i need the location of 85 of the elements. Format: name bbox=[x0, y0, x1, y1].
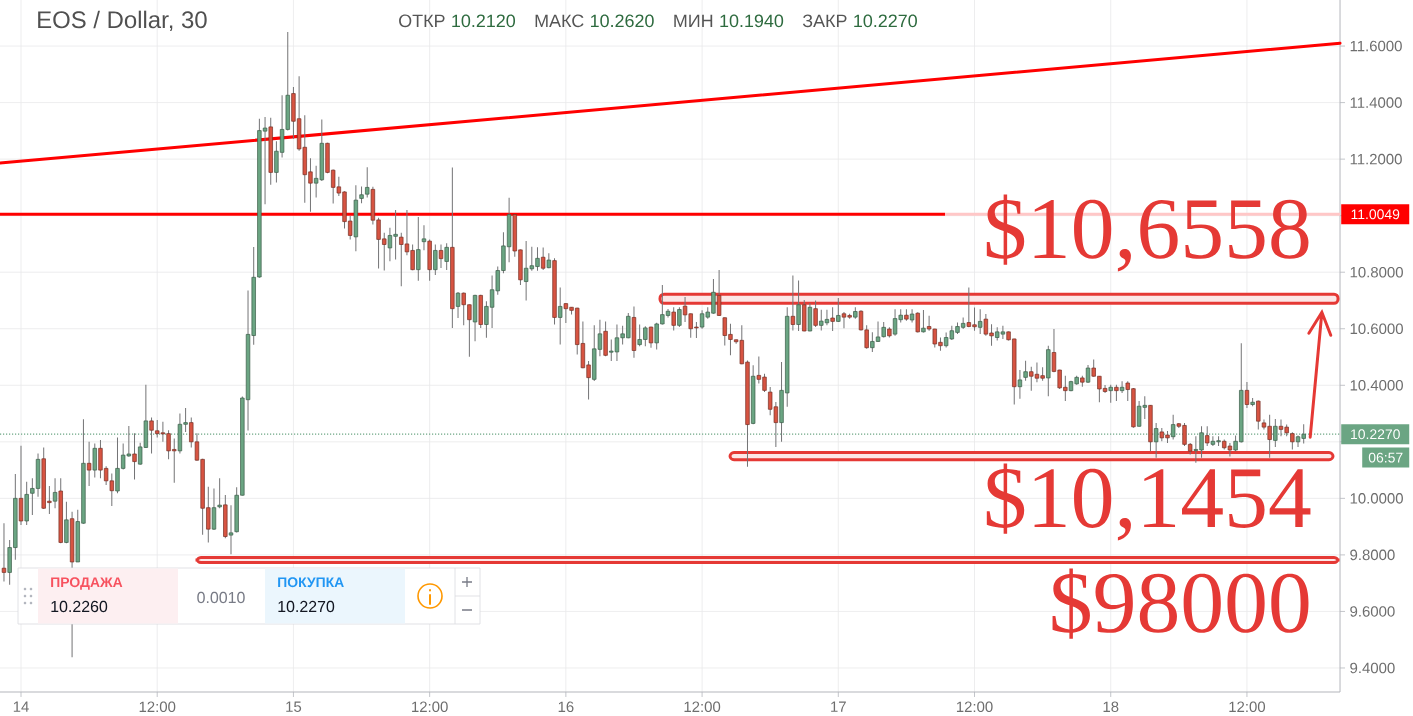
annotation: 10.2620 bbox=[590, 14, 654, 28]
candlestick bbox=[909, 308, 915, 324]
annotation: 0.0010 bbox=[197, 591, 245, 604]
candlestick bbox=[540, 247, 546, 271]
y-tick-label: 11.4000 bbox=[1350, 97, 1402, 108]
candlestick bbox=[836, 297, 841, 323]
candlestick bbox=[790, 275, 796, 331]
text: 06:57 bbox=[1368, 452, 1403, 463]
x-tick-label: 17 bbox=[831, 701, 846, 712]
candlestick bbox=[1244, 381, 1250, 409]
annotation: МАКС bbox=[535, 14, 584, 28]
candlestick bbox=[1108, 384, 1113, 404]
candlestick bbox=[1017, 369, 1023, 400]
candlestick bbox=[648, 326, 654, 349]
candlestick bbox=[211, 487, 217, 531]
y-tick-label: 11.6000 bbox=[1350, 40, 1402, 52]
annotation: ПОКУПКА bbox=[278, 577, 344, 588]
x-tick-label: 15 bbox=[286, 701, 302, 712]
x-tick-label: 12:00 bbox=[412, 701, 448, 713]
candlestick bbox=[64, 501, 69, 544]
candlestick bbox=[433, 244, 438, 276]
y-tick-label: 10.4000 bbox=[1350, 379, 1403, 391]
annotation: ЗАКР bbox=[802, 14, 847, 28]
x-tick-label: 12:00 bbox=[1229, 701, 1266, 713]
candlestick bbox=[807, 302, 813, 332]
candlestick bbox=[461, 292, 466, 326]
annotation: 10.2260 bbox=[51, 600, 108, 613]
annotation: 10.2270 bbox=[278, 600, 335, 613]
candlestick bbox=[228, 504, 234, 555]
x-tick-label: 12:00 bbox=[684, 701, 721, 713]
annotation: 10.2270 bbox=[854, 14, 917, 28]
candlestick bbox=[467, 303, 472, 358]
ref-line-label: 10.2270 bbox=[1351, 429, 1400, 440]
candlestick bbox=[455, 291, 461, 319]
x-tick-label: 12:00 bbox=[956, 701, 993, 713]
candlestick bbox=[1205, 425, 1210, 447]
chart-title: EOS / Dollar, 30 bbox=[38, 10, 207, 32]
candlestick bbox=[677, 306, 682, 328]
annotation: 10.1940 bbox=[720, 14, 784, 28]
candlestick bbox=[643, 325, 648, 347]
candlestick bbox=[132, 432, 137, 480]
candlestick bbox=[416, 216, 421, 282]
x-tick-label: 16 bbox=[558, 701, 574, 713]
candlestick bbox=[92, 443, 97, 478]
x-tick-label: 14 bbox=[13, 701, 29, 712]
candlestick bbox=[217, 477, 222, 509]
candlestick bbox=[1, 522, 7, 582]
candlestick bbox=[796, 279, 801, 332]
annotation: 10.2120 bbox=[452, 14, 516, 28]
candlestick bbox=[1023, 360, 1028, 382]
candlestick bbox=[183, 407, 188, 433]
ref-line-label: 11.0049 bbox=[1351, 209, 1400, 220]
candlestick bbox=[1256, 400, 1261, 430]
candlestick bbox=[830, 306, 835, 332]
candlestick bbox=[671, 306, 676, 331]
candlestick bbox=[978, 308, 983, 335]
candlestick bbox=[52, 477, 58, 509]
x-tick-label: 12:00 bbox=[139, 701, 176, 713]
annotation: ОТКР bbox=[399, 14, 445, 28]
y-tick-label: 9.4000 bbox=[1350, 662, 1395, 674]
y-tick-label: 10.8000 bbox=[1350, 266, 1403, 278]
candlestick bbox=[921, 309, 926, 333]
candlestick bbox=[915, 311, 920, 333]
candlestick bbox=[716, 269, 722, 317]
annotation: $10,1454 bbox=[986, 463, 1311, 541]
candlestick bbox=[1119, 380, 1125, 394]
y-tick-label: 9.8000 bbox=[1350, 549, 1395, 561]
candlestick bbox=[444, 242, 449, 271]
annotation: ПРОДАЖА bbox=[51, 577, 123, 590]
annotation: $10,6558 bbox=[986, 194, 1309, 272]
candlestick bbox=[18, 445, 24, 526]
y-tick-label: 11.2000 bbox=[1350, 153, 1402, 165]
candlestick bbox=[86, 441, 92, 487]
y-tick-label: 10.0000 bbox=[1350, 493, 1403, 504]
annotation: МИН bbox=[674, 14, 713, 27]
y-tick-label: 10.6000 bbox=[1350, 323, 1403, 335]
candlestick bbox=[438, 244, 444, 269]
y-tick-label: 9.6000 bbox=[1350, 606, 1395, 617]
candlestick bbox=[558, 286, 563, 346]
candlestick bbox=[1153, 422, 1159, 459]
x-tick-label: 18 bbox=[1103, 701, 1119, 713]
candlestick bbox=[637, 324, 642, 347]
annotation: $98000 bbox=[1052, 568, 1309, 639]
candlestick bbox=[421, 224, 427, 251]
candlestick bbox=[813, 299, 818, 328]
